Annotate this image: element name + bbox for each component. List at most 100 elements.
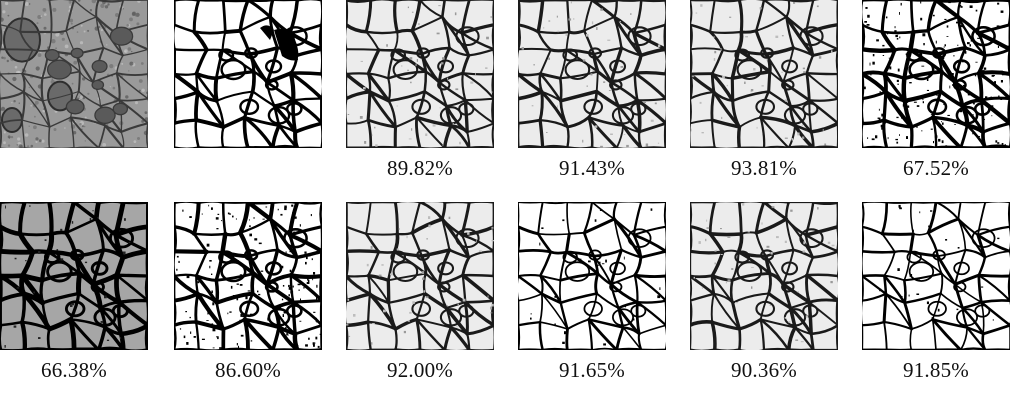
- texture-speck: [41, 139, 45, 143]
- membrane-segment: [594, 272, 600, 295]
- noise-speck: [236, 260, 239, 263]
- membrane-segment: [805, 273, 838, 303]
- membrane-segment: [465, 323, 494, 336]
- membrane-segment: [633, 274, 639, 304]
- membrane-segment: [566, 202, 571, 235]
- noise-speck: [308, 279, 310, 283]
- cell-outline: [416, 249, 431, 261]
- panel-result-8: 91.65%: [518, 202, 668, 402]
- noise-speck: [212, 328, 216, 332]
- membrane-segment: [767, 70, 772, 94]
- cell-outline: [455, 26, 480, 47]
- texture-speck: [112, 86, 116, 90]
- membrane-segment: [1007, 97, 1010, 125]
- membrane-segment: [764, 53, 785, 84]
- texture-speck: [137, 137, 140, 140]
- noise-speck: [601, 263, 605, 265]
- membrane-segment: [415, 318, 453, 329]
- membrane-segment: [710, 90, 716, 122]
- noise-speck: [991, 105, 994, 108]
- noise-speck: [594, 219, 597, 222]
- noise-speck: [949, 85, 951, 89]
- membrane-segment: [568, 231, 586, 235]
- noise-speck: [830, 281, 833, 284]
- cell-outline: [781, 281, 795, 293]
- membrane-segment: [214, 272, 256, 282]
- noise-speck: [591, 21, 594, 25]
- noise-speck: [232, 215, 234, 218]
- membrane-segment: [116, 54, 124, 74]
- membrane-segment: [1007, 202, 1010, 228]
- membrane-segment: [443, 325, 453, 350]
- membrane-segment: [936, 254, 957, 286]
- membrane-segment: [410, 29, 424, 56]
- noise-speck: [305, 344, 308, 347]
- noise-speck: [359, 116, 363, 119]
- noise-speck: [100, 321, 104, 323]
- texture-speck: [36, 22, 39, 25]
- texture-speck: [83, 125, 86, 128]
- membrane-segment: [387, 250, 396, 282]
- cell-outline: [955, 105, 979, 125]
- membrane-segment: [122, 48, 148, 57]
- noise-speck: [824, 143, 827, 146]
- noise-speck: [407, 320, 410, 322]
- membrane-segment: [318, 22, 322, 52]
- noise-speck: [487, 295, 489, 298]
- cell-outline: [437, 59, 455, 74]
- membrane-segment: [862, 250, 897, 254]
- cell-outline: [112, 102, 129, 116]
- membrane-segment: [809, 323, 838, 336]
- membrane-segment: [559, 99, 569, 129]
- noise-speck: [982, 118, 985, 120]
- noise-speck: [546, 132, 548, 133]
- noise-speck: [249, 225, 251, 228]
- noise-speck: [462, 298, 466, 302]
- panel-caption: 91.65%: [559, 358, 625, 382]
- texture-speck: [38, 139, 42, 143]
- membrane-segment: [0, 119, 23, 125]
- membrane-segment: [881, 232, 896, 253]
- membrane-segment: [615, 0, 643, 2]
- noise-speck: [70, 304, 73, 307]
- texture-speck: [30, 144, 34, 148]
- texture-speck: [35, 66, 40, 71]
- membrane-segment: [587, 318, 594, 350]
- noise-speck: [800, 341, 804, 343]
- membrane-segment: [214, 48, 224, 80]
- membrane-segment: [537, 233, 571, 236]
- membrane-segment: [491, 23, 494, 51]
- membrane-segment: [559, 301, 569, 331]
- noise-speck: [189, 216, 192, 218]
- texture-speck: [42, 109, 46, 113]
- noise-speck: [974, 73, 977, 77]
- texture-speck: [17, 137, 21, 141]
- membrane-network: [518, 0, 666, 148]
- texture-speck: [16, 143, 19, 146]
- noise-speck: [720, 228, 722, 230]
- membrane-segment: [461, 273, 494, 278]
- noise-speck: [898, 204, 901, 208]
- membrane-segment: [590, 0, 616, 19]
- noise-speck: [284, 205, 287, 209]
- membrane-segment: [239, 15, 272, 32]
- membrane-segment: [174, 71, 200, 94]
- membrane-segment: [366, 48, 381, 76]
- membrane-segment: [0, 0, 26, 2]
- texture-speck: [3, 141, 6, 145]
- noise-speck: [408, 138, 412, 140]
- membrane-segment: [415, 292, 426, 321]
- cell-outline: [220, 58, 247, 81]
- cell-outline: [953, 281, 967, 293]
- membrane-segment: [23, 347, 51, 350]
- noise-speck: [209, 309, 212, 312]
- membrane-segment: [461, 53, 471, 75]
- noise-speck: [285, 327, 287, 329]
- noise-speck: [885, 16, 888, 19]
- noise-speck: [178, 260, 180, 263]
- noise-speck: [900, 296, 903, 298]
- membrane-segment: [387, 49, 396, 80]
- membrane-segment: [174, 291, 200, 303]
- membrane-segment: [663, 121, 666, 148]
- noise-speck: [290, 290, 294, 294]
